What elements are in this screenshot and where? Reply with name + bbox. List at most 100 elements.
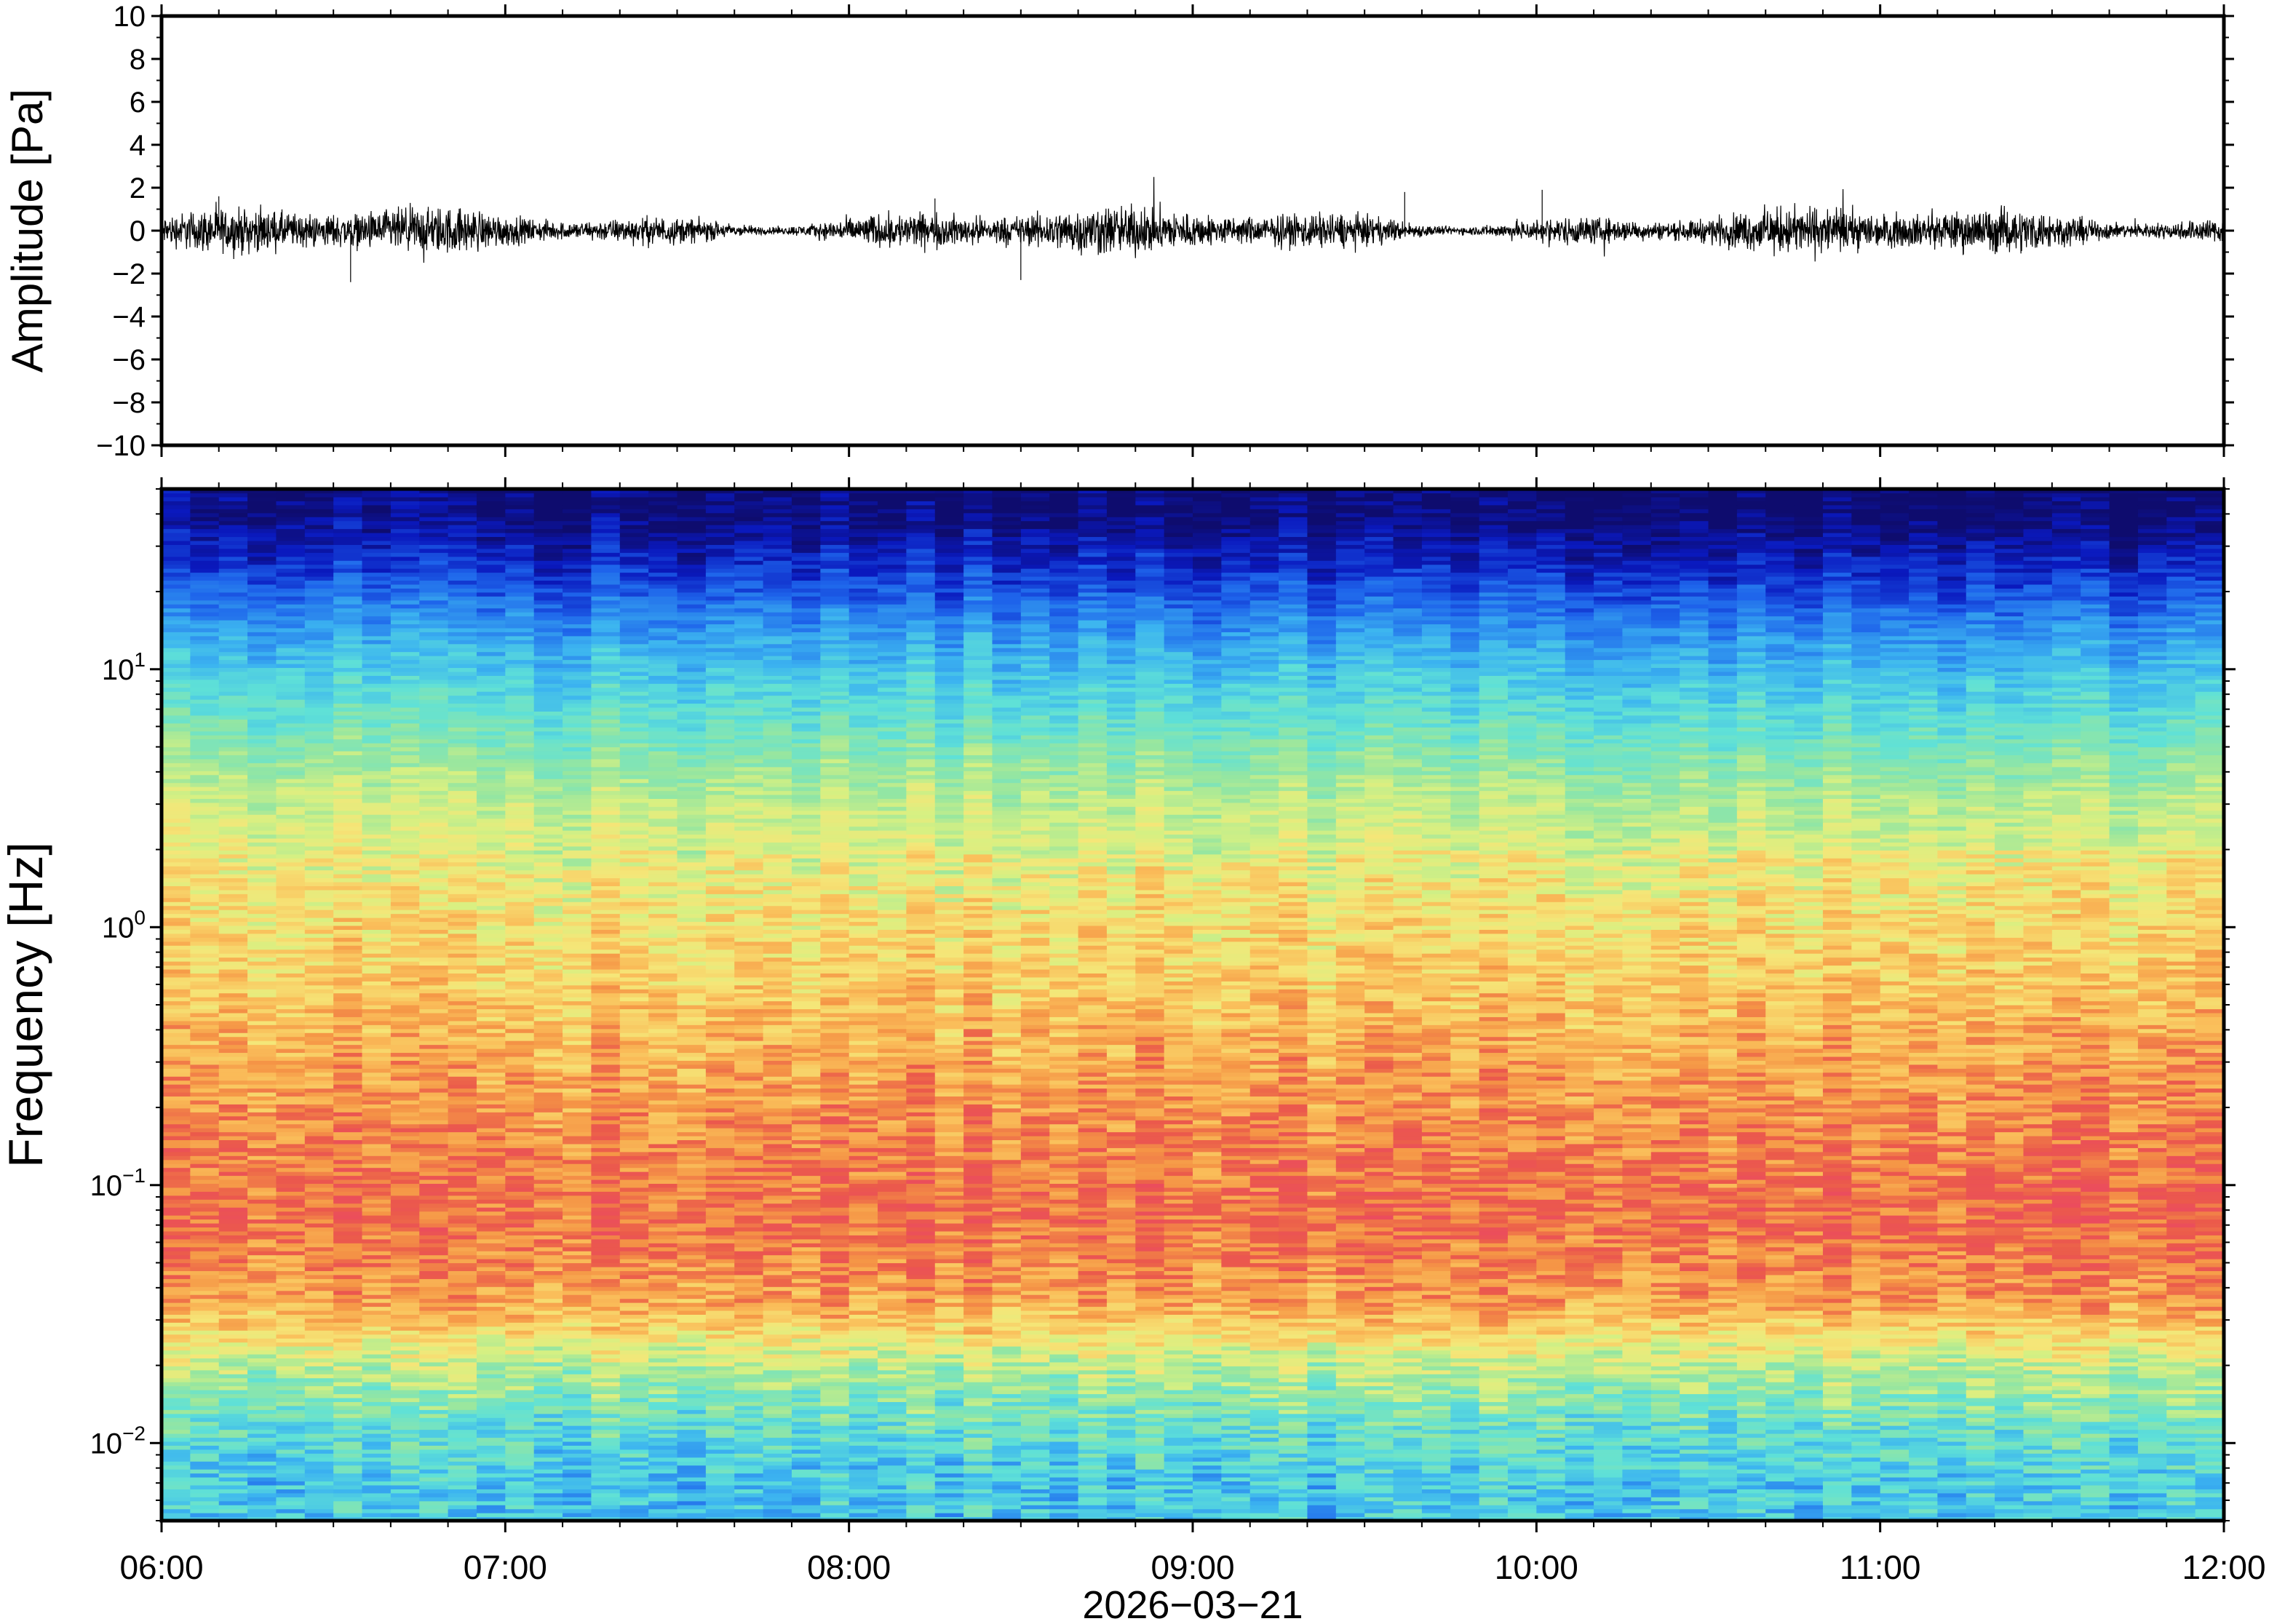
spectrogram-cell bbox=[1450, 1299, 1479, 1303]
spectrogram-cell bbox=[1364, 1354, 1394, 1358]
spectrogram-cell bbox=[1394, 1306, 1423, 1310]
spectrogram-cell bbox=[1078, 1302, 1108, 1307]
spectrogram-cell bbox=[763, 1382, 792, 1386]
spectrogram-cell bbox=[792, 1409, 821, 1414]
spectrogram-cell bbox=[1966, 1406, 1995, 1410]
spectrogram-cell bbox=[963, 1354, 993, 1358]
spectrogram-cell bbox=[162, 1334, 191, 1339]
spectrogram-cell bbox=[1021, 1286, 1050, 1291]
spectrogram-cell bbox=[849, 1469, 878, 1473]
spectrogram-cell bbox=[391, 1445, 420, 1449]
spectrogram-cell bbox=[1078, 1378, 1108, 1382]
spectrogram-cell bbox=[162, 1401, 191, 1406]
spectrogram-cell bbox=[247, 1441, 277, 1446]
spectrogram-cell bbox=[763, 1263, 792, 1267]
spectrogram-cell bbox=[1823, 1469, 1852, 1473]
spectrogram-cell bbox=[1536, 1310, 1565, 1315]
spectrogram-cell bbox=[1851, 1286, 1880, 1291]
spectrogram-cell bbox=[505, 1354, 534, 1358]
spectrogram-cell bbox=[820, 1291, 849, 1295]
spectrogram-cell bbox=[906, 1326, 935, 1331]
spectrogram-cell bbox=[648, 1251, 677, 1255]
spectrogram-cell bbox=[935, 1326, 964, 1331]
spectrogram-cell bbox=[2023, 1489, 2052, 1493]
spectrogram-cell bbox=[1937, 1449, 1966, 1454]
spectrogram-cell bbox=[2023, 1270, 2052, 1275]
spectrogram-cell bbox=[677, 1346, 707, 1350]
spectrogram-cell bbox=[477, 1350, 506, 1354]
spectrogram-cell bbox=[1508, 1398, 1537, 1402]
spectrogram-cell bbox=[1250, 1433, 1279, 1438]
spectrogram-cell bbox=[362, 1330, 392, 1334]
spectrogram-cell bbox=[1307, 1417, 1336, 1422]
spectrogram-cell bbox=[1135, 1350, 1164, 1354]
spectrogram-cell bbox=[1164, 1497, 1193, 1501]
spectrogram-cell bbox=[591, 1461, 620, 1465]
spectrogram-cell bbox=[190, 1457, 219, 1462]
spectrogram-cell bbox=[963, 1251, 993, 1255]
spectrogram-cell bbox=[448, 1485, 477, 1489]
spectrogram-cell bbox=[1880, 1398, 1910, 1402]
spectrogram-cell bbox=[849, 1393, 878, 1398]
spectrogram-cell bbox=[1049, 1417, 1078, 1422]
spectrogram-cell bbox=[162, 1306, 191, 1310]
spectrogram-cell bbox=[1394, 1414, 1423, 1418]
spectrogram-cell bbox=[1250, 1493, 1279, 1497]
spectrogram-cell bbox=[305, 1354, 334, 1358]
spectrogram-cell bbox=[305, 1430, 334, 1434]
spectrogram-cell bbox=[1937, 1489, 1966, 1493]
spectrogram-cell bbox=[1193, 1275, 1222, 1279]
spectrogram-cell bbox=[963, 1409, 993, 1414]
spectrogram-cell bbox=[1450, 1485, 1479, 1489]
spectrogram-cell bbox=[963, 1393, 993, 1398]
spectrogram-cell bbox=[448, 1409, 477, 1414]
spectrogram-cell bbox=[648, 1433, 677, 1438]
spectrogram-cell bbox=[1193, 1251, 1222, 1255]
spectrogram-cell bbox=[505, 1386, 534, 1390]
spectrogram-cell bbox=[992, 1501, 1021, 1505]
spectrogram-cell bbox=[1049, 1501, 1078, 1505]
spectrogram-cell bbox=[1823, 1513, 1852, 1517]
spectrogram-cell bbox=[1221, 1461, 1250, 1465]
spectrogram-cell bbox=[677, 1430, 707, 1434]
spectrogram-cell bbox=[1536, 1469, 1565, 1473]
spectrogram-cell bbox=[1851, 1362, 1880, 1366]
spectrogram-cell bbox=[1479, 1286, 1509, 1291]
spectrogram-cell bbox=[1422, 1318, 1451, 1323]
spectrogram-cell bbox=[190, 1263, 219, 1267]
spectrogram-cell bbox=[1709, 1294, 1738, 1299]
spectrogram-cell bbox=[992, 1378, 1021, 1382]
spectrogram-cell bbox=[820, 1342, 849, 1347]
spectrogram-cell bbox=[2138, 1481, 2167, 1485]
spectrogram-cell bbox=[763, 1302, 792, 1307]
spectrogram-cell bbox=[477, 1366, 506, 1370]
spectrogram-cell bbox=[276, 1501, 305, 1505]
spectrogram-cell bbox=[820, 1314, 849, 1318]
spectrogram-cell bbox=[1651, 1291, 1680, 1295]
spectrogram-cell bbox=[1966, 1267, 1995, 1271]
spectrogram-cell bbox=[1479, 1350, 1509, 1354]
spectrogram-cell bbox=[1336, 1275, 1365, 1279]
spectrogram-cell bbox=[935, 1263, 964, 1267]
spectrogram-cell bbox=[2166, 1430, 2196, 1434]
spectrogram-cell bbox=[1164, 1263, 1193, 1267]
spectrogram-cell bbox=[305, 1509, 334, 1513]
spectrogram-cell bbox=[419, 1278, 448, 1283]
spectrogram-cell bbox=[1250, 1485, 1279, 1489]
spectrogram-cell bbox=[1651, 1437, 1680, 1441]
spectrogram-cell bbox=[534, 1497, 563, 1501]
spectrogram-cell bbox=[1107, 1322, 1136, 1326]
spectrogram-cell bbox=[849, 1263, 878, 1267]
spectrogram-cell bbox=[1937, 1275, 1966, 1279]
spectrogram-cell bbox=[563, 1346, 592, 1350]
spectrogram-cell bbox=[1622, 1326, 1651, 1331]
spectrogram-cell bbox=[1250, 1294, 1279, 1299]
spectrogram-cell bbox=[1193, 1437, 1222, 1441]
spectrogram-cell bbox=[1651, 1461, 1680, 1465]
spectrogram-cell bbox=[1307, 1406, 1336, 1410]
spectrogram-cell bbox=[935, 1414, 964, 1418]
spectrogram-cell bbox=[2196, 1302, 2225, 1307]
spectrogram-cell bbox=[448, 1453, 477, 1457]
spectrogram-cell bbox=[1135, 1398, 1164, 1402]
spectrogram-cell bbox=[1307, 1366, 1336, 1370]
